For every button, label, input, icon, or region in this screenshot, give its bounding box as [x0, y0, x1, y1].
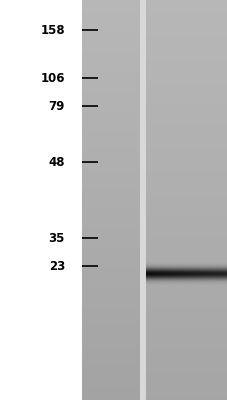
Text: 23: 23: [49, 260, 65, 272]
Text: 158: 158: [40, 24, 65, 36]
Text: 48: 48: [48, 156, 65, 168]
Text: 79: 79: [48, 100, 65, 112]
Bar: [0, 0, 82, 400]
Text: 106: 106: [40, 72, 65, 84]
Bar: [140, 0, 145, 400]
Text: 35: 35: [48, 232, 65, 244]
